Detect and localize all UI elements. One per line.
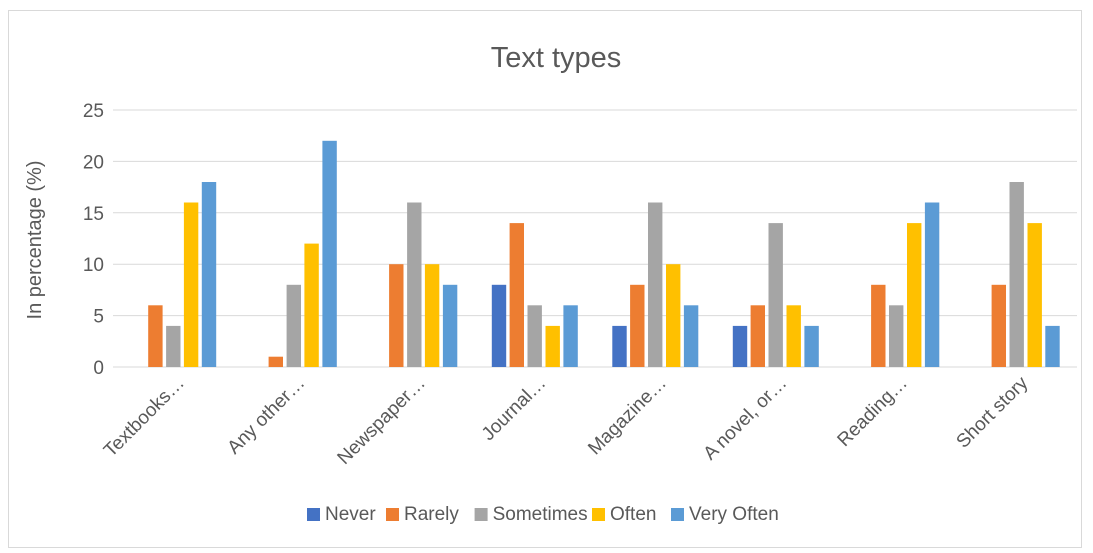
bar (630, 284, 645, 367)
bar (442, 284, 458, 367)
bar (407, 202, 422, 367)
legend-label: Never (325, 504, 376, 525)
bar (148, 305, 163, 367)
bar (527, 305, 542, 367)
y-tick-label: 25 (83, 101, 104, 122)
legend-swatch (592, 508, 605, 521)
x-tick-label: Magazine… (584, 373, 671, 460)
bar (786, 305, 801, 367)
legend: Never Rarely Sometimes Often Very Often (307, 504, 779, 525)
legend-label: Sometimes (493, 504, 588, 525)
legend-label: Often (610, 504, 656, 525)
bar (750, 305, 765, 367)
bar (732, 325, 748, 367)
bar (491, 284, 507, 367)
bar (201, 182, 217, 367)
chart-title: Text types (491, 42, 622, 74)
bar (612, 325, 627, 367)
bar (804, 325, 819, 367)
legend-swatch (307, 508, 320, 521)
bar (1045, 325, 1060, 367)
x-tick-label: Journal… (478, 373, 550, 445)
bar (166, 325, 181, 367)
x-tick-label: Reading… (834, 373, 912, 451)
y-tick-label: 20 (83, 152, 104, 173)
bar (304, 243, 319, 367)
bar (1027, 223, 1042, 367)
legend-swatch (386, 508, 399, 521)
bar (286, 284, 301, 367)
y-tick-label: 0 (93, 358, 104, 379)
bar (768, 223, 783, 367)
bar (563, 305, 578, 367)
legend-label: Rarely (404, 504, 459, 525)
bar (183, 202, 199, 367)
y-tick-label: 10 (83, 255, 104, 276)
bar (666, 264, 681, 367)
x-tick-label: Short story (953, 372, 1033, 452)
legend-swatch (671, 508, 684, 521)
bar (991, 284, 1006, 367)
x-axis-ticks: Textbooks… Any other… Newspaper… Journal… Ma… (100, 372, 1033, 469)
y-tick-label: 5 (93, 307, 104, 328)
bar (322, 140, 337, 367)
bar (889, 305, 904, 367)
y-tick-label: 15 (83, 204, 104, 225)
bar (424, 264, 440, 367)
x-tick-label: A novel, or… (700, 373, 792, 465)
bar (924, 202, 940, 367)
bars (148, 140, 1060, 367)
legend-swatch (474, 508, 488, 521)
bar (509, 223, 524, 367)
y-axis-title: In percentage (%) (24, 161, 46, 320)
bar (268, 356, 283, 367)
x-tick-label: Newspaper… (334, 373, 430, 469)
bar (1009, 182, 1024, 367)
bar (389, 264, 404, 367)
y-axis-ticks: 0 5 10 15 20 25 (83, 101, 104, 379)
x-tick-label: Any other… (224, 373, 310, 459)
legend-label: Very Often (689, 504, 779, 525)
bar (871, 284, 886, 367)
bar (683, 305, 699, 367)
x-tick-label: Textbooks… (100, 373, 189, 462)
bar (545, 325, 560, 367)
bar (907, 223, 922, 367)
bar (648, 202, 663, 367)
